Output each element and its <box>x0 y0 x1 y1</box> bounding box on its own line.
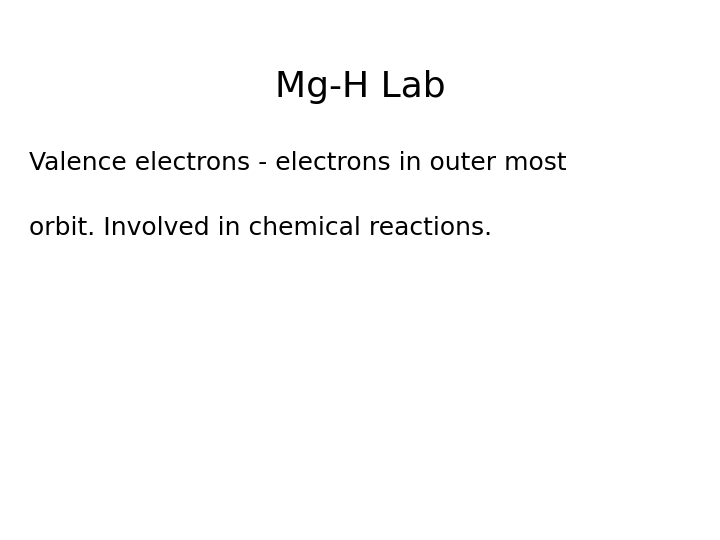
Text: orbit. Involved in chemical reactions.: orbit. Involved in chemical reactions. <box>29 216 492 240</box>
Text: Valence electrons - electrons in outer most: Valence electrons - electrons in outer m… <box>29 151 567 175</box>
Text: Mg-H Lab: Mg-H Lab <box>275 70 445 104</box>
